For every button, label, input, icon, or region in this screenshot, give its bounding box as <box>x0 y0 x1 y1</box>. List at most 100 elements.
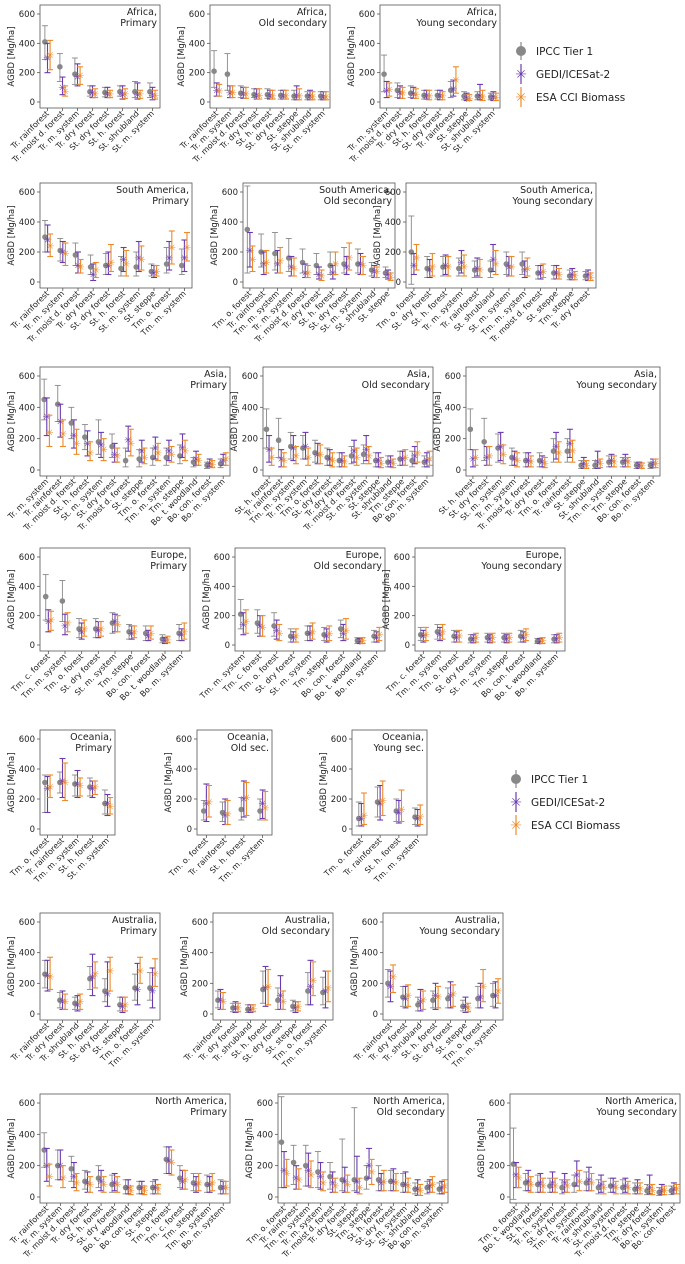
y-tick-label: 400 <box>222 218 238 228</box>
gedi-point: ✳ <box>597 1180 605 1191</box>
gedi-point: ✳ <box>97 1177 105 1188</box>
ipcc-point <box>271 623 277 629</box>
ipcc-point <box>290 1003 296 1010</box>
esa-point: ✳ <box>107 258 115 269</box>
gedi-point: ✳ <box>321 987 329 998</box>
gedi-point: ✳ <box>212 86 220 97</box>
y-tick-label: 400 <box>489 1130 505 1140</box>
y-tick-label: 400 <box>19 39 35 49</box>
gedi-point: ✳ <box>306 982 314 993</box>
y-tick-label: 0 <box>268 1193 273 1203</box>
y-tick-label: 200 <box>19 69 35 79</box>
panel-frame <box>39 1093 231 1204</box>
gedi-point: ✳ <box>374 456 382 467</box>
y-tick-label: 200 <box>445 435 461 445</box>
ipcc-point <box>102 800 108 807</box>
gedi-point: ✳ <box>231 1003 239 1014</box>
gedi-point: ✳ <box>401 1180 409 1191</box>
esa-point: ✳ <box>419 996 427 1007</box>
esa-point: ✳ <box>97 624 105 635</box>
ipcc-point <box>409 457 415 464</box>
esa-point: ✳ <box>295 1175 303 1186</box>
ipcc-point <box>519 261 525 267</box>
ipcc-point <box>163 1156 170 1163</box>
ipcc-point <box>82 1178 88 1185</box>
esa-point: ✳ <box>106 89 114 100</box>
y-tick-label: 200 <box>385 248 401 258</box>
ipcc-point <box>647 462 654 469</box>
ipcc-point <box>632 1186 638 1192</box>
esa-point: ✳ <box>295 92 303 103</box>
esa-point: ✳ <box>294 1002 302 1013</box>
y-axis-label: AGBD [Mg/ha] <box>347 26 357 86</box>
ipcc-point <box>291 93 297 99</box>
gedi-point: ✳ <box>151 444 159 455</box>
y-tick-label: 0 <box>405 641 410 651</box>
gedi-point: ✳ <box>635 461 643 472</box>
ipcc-point <box>82 434 88 440</box>
ipcc-point <box>566 273 573 279</box>
esa-point: ✳ <box>292 632 300 643</box>
ipcc-point <box>619 1184 626 1191</box>
gedi-point: ✳ <box>560 1178 568 1189</box>
esa-point: ✳ <box>360 811 368 822</box>
esa-point: ✳ <box>375 630 383 641</box>
gedi-point: ✳ <box>552 269 560 280</box>
esa-point: ✳ <box>76 997 84 1008</box>
gedi-point: ✳ <box>585 1175 593 1186</box>
y-tick-label: 200 <box>189 69 205 79</box>
ipcc-point <box>487 94 494 100</box>
esa-point: ✳ <box>358 636 366 647</box>
esa-point: ✳ <box>499 450 507 461</box>
esa-point: ✳ <box>416 1186 424 1197</box>
esa-point: ✳ <box>460 263 468 274</box>
gedi-point: ✳ <box>438 1183 446 1194</box>
gedi-point: ✳ <box>436 630 444 641</box>
gedi-point: ✳ <box>161 636 169 647</box>
ipcc-point <box>304 93 311 99</box>
gedi-point: ✳ <box>621 456 629 467</box>
esa-point: ✳ <box>194 456 202 467</box>
gedi-point: ✳ <box>256 621 264 632</box>
y-tick-label: 400 <box>214 582 230 592</box>
gedi-point: ✳ <box>118 1002 126 1013</box>
esa-point: ✳ <box>275 629 283 640</box>
esa-point: ✳ <box>367 1167 375 1178</box>
y-tick-label: 200 <box>257 1162 273 1172</box>
panel-title-class: Young secondary <box>418 926 500 937</box>
y-axis-label: AGBD [Mg/ha] <box>7 391 17 451</box>
gedi-point: ✳ <box>43 971 51 982</box>
gedi-point: ✳ <box>536 269 544 280</box>
ipcc-point <box>582 273 589 279</box>
gedi-point: ✳ <box>118 90 126 101</box>
gedi-point: ✳ <box>133 985 141 996</box>
gedi-point: ✳ <box>568 270 576 281</box>
gedi-point: ✳ <box>44 617 52 628</box>
gedi-point: ✳ <box>272 626 280 637</box>
esa-point: ✳ <box>479 982 487 993</box>
esa-point: ✳ <box>636 1185 644 1196</box>
esa-point: ✳ <box>345 254 353 265</box>
esa-point: ✳ <box>539 1182 547 1193</box>
panel-frame <box>465 366 661 477</box>
ipcc-point <box>117 88 123 95</box>
legend-ipcc-marker <box>516 46 526 56</box>
ipcc-point <box>434 629 441 635</box>
ipcc-point <box>385 459 391 465</box>
ipcc-point <box>275 997 281 1003</box>
gedi-point: ✳ <box>70 431 78 442</box>
esa-point: ✳ <box>568 447 576 458</box>
panel-title-region: North America, <box>155 1096 227 1107</box>
gedi-point: ✳ <box>552 635 560 646</box>
esa-point: ✳ <box>412 90 420 101</box>
y-tick-label: 400 <box>445 403 461 413</box>
esa-point: ✳ <box>476 266 484 277</box>
gedi-point: ✳ <box>350 447 358 458</box>
ipcc-point <box>430 997 436 1003</box>
ipcc-point <box>317 93 324 99</box>
ipcc-point <box>495 445 501 451</box>
esa-point: ✳ <box>59 429 67 440</box>
ipcc-point <box>436 1186 443 1192</box>
ipcc-point <box>132 985 138 991</box>
